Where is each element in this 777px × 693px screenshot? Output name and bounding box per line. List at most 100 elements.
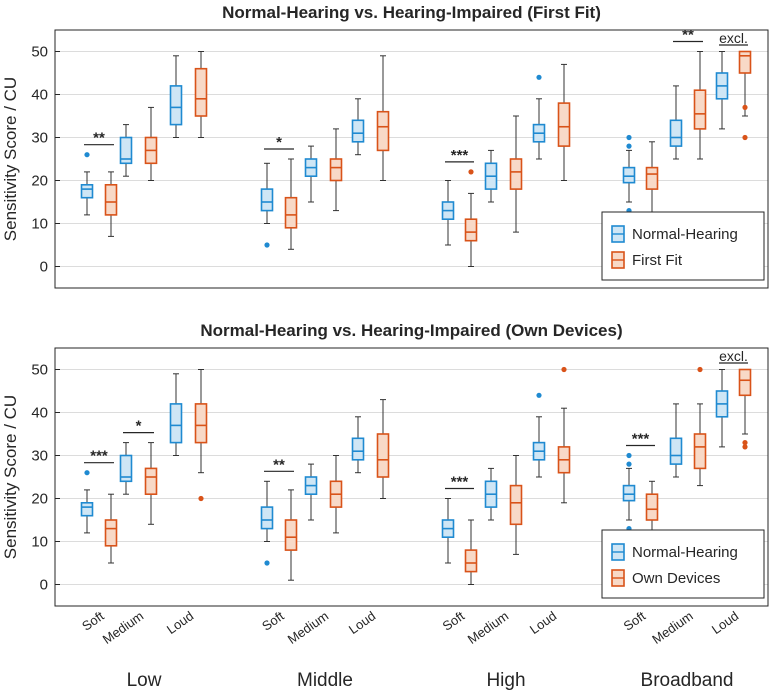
box-low-loud-hi: [194, 51, 208, 138]
y-tick-label: 50: [31, 362, 48, 379]
level-label: Loud: [527, 608, 559, 637]
box-middle-medium-hi: [329, 128, 343, 212]
box-low-loud-hi: [194, 369, 208, 502]
box-broadband-medium-nh: [669, 403, 683, 478]
box-high-soft-nh: [441, 180, 455, 246]
band-label: High: [486, 670, 525, 691]
box-iqr: [194, 403, 208, 444]
legend-label: First Fit: [632, 252, 683, 269]
box-high-soft-hi: [464, 169, 478, 267]
box-iqr: [464, 218, 478, 242]
box-broadband-loud-hi: [738, 50, 752, 141]
box-iqr: [194, 67, 208, 117]
box-iqr: [645, 166, 659, 190]
band-label: Middle: [297, 670, 353, 691]
plot-frame: [54, 347, 769, 607]
box-low-soft-nh: [80, 470, 94, 534]
box-iqr: [693, 89, 707, 130]
level-label: Medium: [100, 608, 146, 647]
box-broadband-medium-hi: [693, 51, 707, 160]
box-iqr: [169, 85, 183, 126]
significance-label: **: [273, 456, 285, 473]
box-broadband-soft-hi: [645, 141, 659, 216]
box-low-medium-nh: [119, 442, 133, 495]
box-high-soft-hi: [464, 519, 478, 585]
significance-label: ***: [451, 474, 469, 491]
y-tick-label: 30: [31, 130, 48, 147]
outlier-point: [536, 74, 542, 80]
y-tick-label: 50: [31, 44, 48, 61]
outlier-point: [742, 444, 748, 450]
box-iqr: [260, 188, 274, 212]
legend-label: Normal-Hearing: [632, 226, 738, 243]
outlier-point: [264, 242, 270, 248]
y-tick-label: 30: [31, 448, 48, 465]
outlier-point: [626, 452, 632, 459]
box-iqr: [351, 119, 365, 143]
box-iqr: [464, 549, 478, 573]
box-high-loud-nh: [532, 392, 546, 478]
box-middle-medium-hi: [329, 455, 343, 534]
level-label: Medium: [465, 608, 511, 647]
y-tick-label: 0: [40, 259, 48, 276]
legend: Normal-Hearing First Fit: [601, 211, 765, 281]
plot-frame: [54, 29, 769, 289]
outlier-point: [742, 134, 748, 141]
significance-label: *: [136, 418, 142, 435]
level-label: Loud: [709, 608, 741, 637]
significance-label: ***: [632, 431, 650, 448]
level-label: Medium: [649, 608, 695, 647]
chart-title: Normal-Hearing vs. Hearing-Impaired (Fir…: [222, 3, 601, 22]
legend-frame: [601, 529, 765, 599]
box-middle-loud-nh: [351, 98, 365, 156]
level-label: Soft: [259, 608, 287, 634]
box-iqr: [284, 196, 298, 229]
chart-panel-1: Normal-Hearing vs. Hearing-Impaired (Fir…: [1, 3, 769, 289]
box-broadband-loud-hi: [738, 368, 752, 450]
significance-label: excl.: [719, 348, 748, 364]
box-iqr: [351, 437, 365, 461]
box-iqr: [557, 102, 571, 147]
legend: Normal-Hearing Own Devices: [601, 529, 765, 599]
significance-label: excl.: [719, 30, 748, 46]
box-broadband-medium-nh: [669, 85, 683, 160]
band-label: Low: [127, 670, 162, 691]
significance-label: *: [276, 134, 282, 151]
box-iqr: [119, 136, 133, 165]
box-middle-loud-nh: [351, 416, 365, 474]
level-label: Loud: [346, 608, 378, 637]
y-tick-label: 20: [31, 173, 48, 190]
box-iqr: [509, 484, 523, 526]
box-iqr: [738, 368, 752, 397]
box-iqr: [622, 484, 636, 502]
outlier-point: [536, 392, 542, 398]
outlier-point: [626, 143, 632, 149]
box-low-soft-hi: [104, 493, 118, 564]
level-label: Medium: [285, 608, 331, 647]
box-iqr: [693, 433, 707, 470]
level-label: Loud: [164, 608, 196, 637]
box-low-loud-nh: [169, 55, 183, 138]
outlier-point: [198, 495, 204, 502]
significance-label: ***: [90, 448, 108, 465]
legend-label: Normal-Hearing: [632, 544, 738, 561]
box-iqr: [169, 403, 183, 444]
box-high-medium-hi: [509, 115, 523, 233]
box-low-soft-nh: [80, 152, 94, 216]
y-axis-label: Sensitivity Score / CU: [1, 77, 20, 241]
box-low-soft-hi: [104, 171, 118, 237]
outlier-point: [697, 366, 703, 373]
box-iqr: [80, 184, 94, 199]
y-tick-label: 10: [31, 534, 48, 551]
box-low-medium-hi: [144, 442, 158, 525]
y-tick-label: 40: [31, 87, 48, 104]
box-iqr: [329, 158, 343, 182]
y-axis-label: Sensitivity Score / CU: [1, 395, 20, 559]
box-iqr: [144, 467, 158, 495]
significance-label: **: [682, 27, 694, 44]
box-iqr: [669, 119, 683, 147]
box-broadband-soft-nh: [622, 134, 636, 214]
box-low-medium-hi: [144, 106, 158, 181]
box-high-loud-nh: [532, 74, 546, 160]
